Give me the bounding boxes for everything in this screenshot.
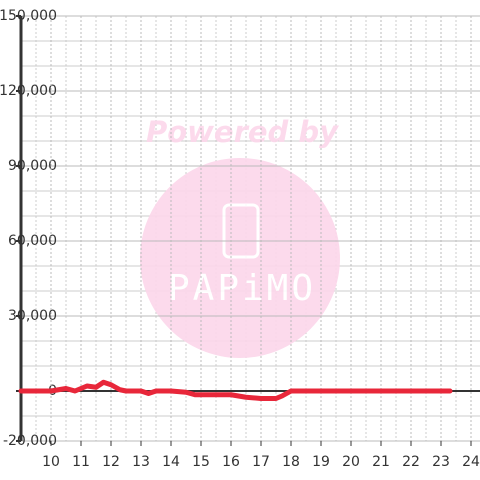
y-tick-label: -20,000 [3,433,57,449]
x-tick-label: 22 [402,454,420,470]
watermark-logo: PAPiMO [168,268,316,309]
watermark-phone [222,203,260,259]
y-tick-label: 60,000 [8,233,57,249]
x-tick-label: 13 [132,454,150,470]
x-tick-label: 24 [462,454,480,470]
y-tick-label: 90,000 [8,158,57,174]
x-tick-label: 19 [312,454,330,470]
x-tick-label: 16 [222,454,240,470]
y-tick-label: 30,000 [8,308,57,324]
watermark: Powered by PAPiMO [140,115,340,358]
x-tick-label: 20 [342,454,360,470]
x-tick-label: 14 [162,454,180,470]
x-tick-label: 10 [42,454,60,470]
x-tick-label: 23 [432,454,450,470]
y-tick-label: 150,000 [0,8,57,24]
x-tick-label: 15 [192,454,210,470]
x-tick-label: 11 [72,454,90,470]
x-tick-label: 17 [252,454,270,470]
data-line [18,379,453,401]
x-tick-label: 12 [102,454,120,470]
x-tick-label: 18 [282,454,300,470]
y-tick-label: 120,000 [0,83,57,99]
x-tick-label: 21 [372,454,390,470]
watermark-text: Powered by [146,115,339,149]
